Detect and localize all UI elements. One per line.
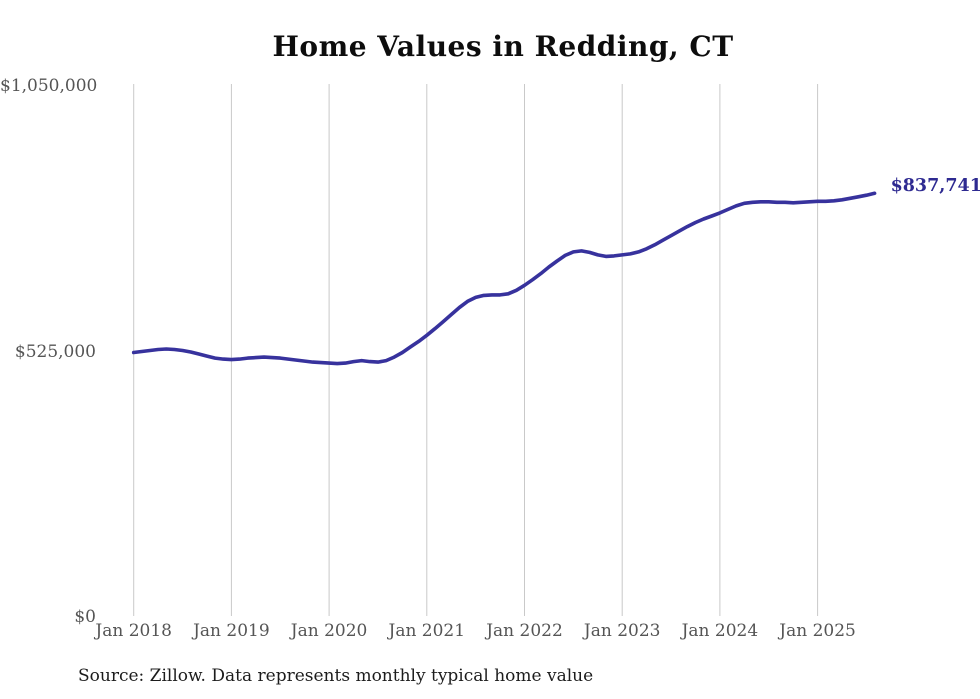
x-axis-tick-label: Jan 2021 (388, 621, 466, 641)
y-axis-tick-label: $525,000 (14, 341, 96, 362)
source-note: Source: Zillow. Data represents monthly … (78, 666, 594, 686)
home-value-series-line (131, 191, 877, 366)
x-axis-tick-label: Jan 2024 (681, 621, 759, 641)
chart-title: Home Values in Redding, CT (272, 30, 734, 63)
y-axis-tick-label: $0 (74, 607, 96, 627)
x-axis-tick-label: Jan 2023 (583, 621, 661, 641)
x-axis-tick-label: Jan 2022 (486, 621, 563, 641)
x-axis-tick-label: Jan 2020 (290, 621, 368, 641)
x-axis-tick-label: Jan 2019 (193, 621, 270, 641)
x-axis-tick-label: Jan 2018 (95, 621, 172, 641)
y-axis-tick-label: $1,050,000 (0, 76, 98, 96)
latest-value-label: $837,741 (890, 176, 980, 197)
x-axis-tick-label: Jan 2025 (779, 621, 856, 641)
